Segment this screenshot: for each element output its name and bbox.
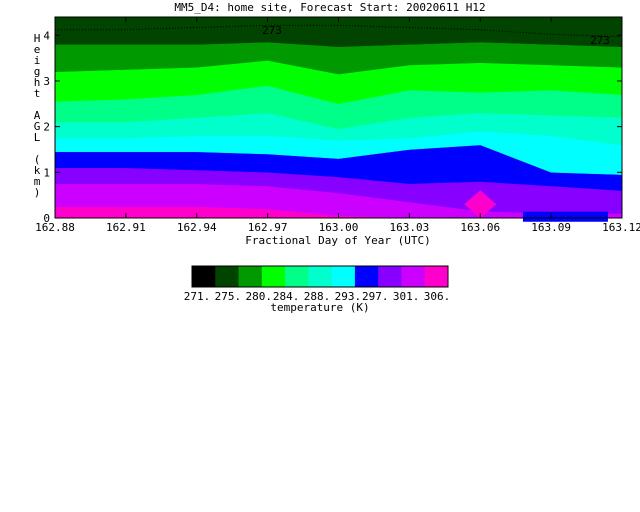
y-axis-label-char: A [34, 109, 41, 122]
y-axis-label-char: m [34, 175, 41, 188]
x-tick-label: 163.09 [531, 221, 571, 234]
colorbar-swatch [331, 266, 356, 287]
x-tick-label: 162.88 [35, 221, 75, 234]
colorbar: 271. 275. 280. 284. 288. 293. 297. 301. 306. [184, 265, 451, 303]
warm-core-region [464, 190, 497, 219]
contour-annotations: 273 273 [262, 24, 610, 47]
contour-fill [54, 16, 623, 222]
colorbar-tick-label: 306. [424, 290, 451, 303]
x-tick-label: 163.03 [390, 221, 430, 234]
colorbar-tick-label: 288. [304, 290, 331, 303]
x-axis: 162.88 162.91 162.94 162.97 163.00 163.03 163.… [35, 17, 640, 234]
colorbar-tick-label: 284. [273, 290, 300, 303]
warm-core-region [522, 211, 608, 222]
y-tick-label: 0 [43, 212, 50, 225]
x-tick-label: 162.97 [248, 221, 288, 234]
x-tick-label: 163.12 [602, 221, 640, 234]
y-axis-label-char: k [34, 164, 41, 177]
colorbar-swatch [378, 266, 402, 287]
x-axis-label: Fractional Day of Year (UTC) [245, 234, 430, 247]
y-axis-label-char: L [34, 131, 41, 144]
colorbar-swatch [354, 266, 379, 287]
colorbar-tick-label: 275. [215, 290, 242, 303]
contour-annotation: 273 [590, 34, 610, 47]
x-tick-label: 163.00 [319, 221, 359, 234]
y-tick-label: 1 [43, 166, 50, 179]
x-tick-label: 162.91 [106, 221, 146, 234]
contour-annotation: 273 [262, 24, 282, 37]
colorbar-swatch [238, 266, 263, 287]
chart-title: MM5_D4: home site, Forecast Start: 20020… [174, 1, 485, 14]
y-tick-label: 3 [43, 75, 50, 88]
colorbar-tick-label: 297. [362, 290, 389, 303]
colorbar-swatch [215, 266, 240, 287]
y-tick-label: 4 [43, 29, 50, 42]
y-axis-label-char: g [34, 65, 41, 78]
y-axis-label-char: G [34, 120, 41, 133]
colorbar-border [191, 265, 449, 288]
y-axis: 0 1 2 3 4 [43, 29, 622, 225]
colorbar-tick-label: 301. [393, 290, 420, 303]
y-axis-label-char: H [34, 32, 41, 45]
y-axis-label-char: i [34, 54, 41, 67]
colorbar-label: temperature (K) [270, 301, 369, 314]
colorbar-tick-label: 280. [245, 290, 272, 303]
colorbar-tick-label: 293. [335, 290, 362, 303]
colorbar-swatch [401, 266, 426, 287]
colorbar-swatch [261, 266, 286, 287]
y-axis-label-char: t [34, 87, 41, 100]
colorbar-swatch [192, 266, 216, 287]
y-axis-label-char: ( [34, 153, 41, 166]
x-tick-label: 163.06 [460, 221, 500, 234]
y-axis-label-char: h [34, 76, 41, 89]
y-tick-label: 2 [43, 121, 50, 134]
x-tick-label: 162.94 [177, 221, 217, 234]
colorbar-swatch [285, 266, 309, 287]
y-axis-label-char: e [34, 43, 41, 56]
colorbar-swatch [308, 266, 333, 287]
y-axis-label-char: ) [34, 186, 41, 199]
colorbar-swatch [424, 266, 449, 287]
colorbar-tick-label: 271. [184, 290, 211, 303]
